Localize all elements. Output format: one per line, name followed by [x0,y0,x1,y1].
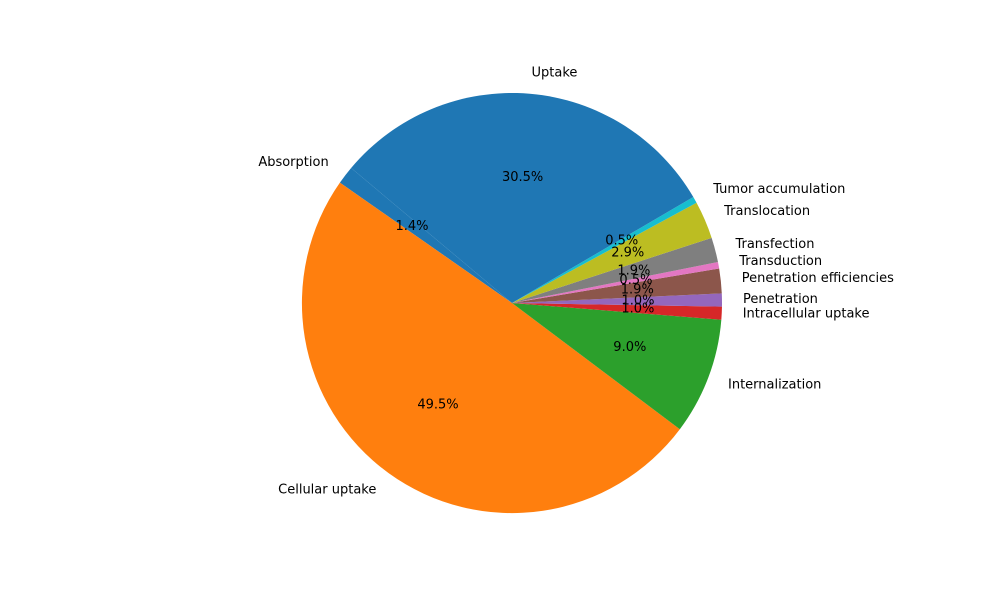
pie-slice-penetration [512,293,723,307]
pct-label-uptake: 30.5% [502,170,543,185]
pie-slice-translocation [512,202,712,303]
slice-label-penetration: Penetration [743,292,818,307]
slice-label-translocation: Translocation [723,204,810,219]
pie-slices [301,92,723,514]
pct-label-tumor-accumulation: 0.5% [605,234,638,249]
slice-label-internalization: Internalization [728,377,821,392]
pie-slice-internalization [512,303,722,430]
pct-label-translocation: 2.9% [611,246,644,261]
pct-label-transduction: 0.5% [619,273,652,288]
slice-label-cellular-uptake: Cellular uptake [278,482,376,497]
pie-slice-transfection [512,237,718,303]
slice-label-uptake: Uptake [532,65,578,80]
pct-label-penetration-efficiencies: 1.9% [621,282,654,297]
slice-label-penetration-efficiencies: Penetration efficiencies [742,271,894,286]
pie-slice-transduction [512,262,720,303]
pie-slice-absorption [339,168,512,303]
pct-label-internalization: 9.0% [613,340,646,355]
pie-slice-cellular-uptake [301,182,680,514]
pct-label-transfection: 1.9% [617,264,650,279]
pie-slice-uptake [351,92,694,303]
slice-label-transfection: Transfection [734,237,814,252]
pie-slice-penetration-efficiencies [512,268,722,303]
pie-labels: Absorption 1.4% Cellular uptake 49.5% Intern… [258,65,894,497]
pct-label-intracellular-uptake: 1.0% [621,302,654,317]
slice-label-transduction: Transduction [738,254,822,269]
pct-label-cellular-uptake: 49.5% [417,398,458,413]
slice-label-tumor-accumulation: Tumor accumulation [712,182,845,197]
pct-label-penetration: 1.0% [621,294,654,309]
slice-label-absorption: Absorption [258,155,328,170]
pct-label-absorption: 1.4% [395,219,428,234]
pie-slice-tumor-accumulation [512,197,697,303]
slice-label-intracellular-uptake: Intracellular uptake [743,307,870,322]
pie-slice-intracellular-uptake [512,303,722,320]
